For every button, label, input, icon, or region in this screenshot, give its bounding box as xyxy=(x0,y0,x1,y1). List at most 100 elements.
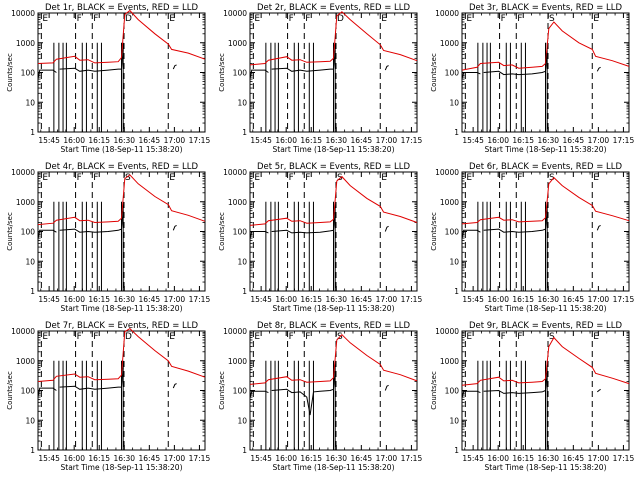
x-tick-label: 16:00 xyxy=(487,454,509,463)
y-tick-label: 10 xyxy=(449,416,459,425)
x-axis-label: Start Time (18-Sep-11 15:38:20) xyxy=(273,145,395,154)
x-tick-label: 16:00 xyxy=(63,454,85,463)
y-tick-label: 1 xyxy=(454,287,459,296)
x-tick-label: 17:00 xyxy=(376,454,398,463)
lld-series-line xyxy=(37,9,206,64)
x-tick-label: 16:30 xyxy=(537,295,559,304)
y-tick-label: 100 xyxy=(233,387,248,396)
x-tick-label: 17:15 xyxy=(189,454,211,463)
x-tick-label: 16:45 xyxy=(351,454,373,463)
y-tick-label: 100 xyxy=(445,69,460,78)
lld-series-line xyxy=(37,327,206,382)
y-tick-label: 10 xyxy=(449,257,459,266)
detector-panel-8: Det 8r, BLACK = Events, RED = LLD 1 10 100 1… xyxy=(218,321,422,472)
x-tick-label: 16:45 xyxy=(139,295,161,304)
y-tick-label: 100 xyxy=(21,228,36,237)
marker-label: F xyxy=(289,332,294,342)
x-tick-label: 16:15 xyxy=(512,295,534,304)
x-tick-label: 16:15 xyxy=(88,454,110,463)
x-axis-label: Start Time (18-Sep-11 15:38:20) xyxy=(485,304,607,313)
marker-label: F xyxy=(517,332,522,342)
y-tick-label: 1000 xyxy=(228,198,247,207)
y-tick-label: 1000 xyxy=(16,357,35,366)
y-tick-label: 10000 xyxy=(11,327,35,336)
marker-label: F xyxy=(289,14,294,24)
y-tick-label: 10000 xyxy=(435,327,459,336)
x-tick-label: 16:30 xyxy=(113,136,135,145)
events-series-line xyxy=(596,388,601,393)
events-series-line xyxy=(271,371,336,416)
lld-series-line xyxy=(461,176,630,225)
x-tick-label: 15:45 xyxy=(250,136,272,145)
x-tick-label: 15:45 xyxy=(462,295,484,304)
events-series-line xyxy=(37,387,57,398)
x-tick-label: 17:00 xyxy=(376,295,398,304)
marker-label: F xyxy=(305,14,310,24)
y-tick-label: 1000 xyxy=(16,198,35,207)
x-tick-label: 16:15 xyxy=(512,136,534,145)
y-tick-label: 1000 xyxy=(440,357,459,366)
events-series-line xyxy=(483,53,548,76)
x-tick-label: 16:00 xyxy=(275,295,297,304)
marker-label: D xyxy=(125,332,132,342)
marker-label: E xyxy=(593,173,599,183)
x-tick-label: 16:30 xyxy=(537,454,559,463)
x-tick-label: 16:45 xyxy=(139,454,161,463)
events-series-line xyxy=(271,50,336,72)
y-axis-label: Counts/sec xyxy=(430,371,438,410)
x-tick-label: 17:00 xyxy=(588,454,610,463)
y-tick-label: 10 xyxy=(25,257,35,266)
events-series-line xyxy=(59,210,124,233)
x-axis-label: Start Time (18-Sep-11 15:38:20) xyxy=(273,463,395,472)
y-tick-label: 10000 xyxy=(435,9,459,18)
x-tick-label: 16:15 xyxy=(88,136,110,145)
marker-label: F xyxy=(93,14,98,24)
detector-panel-1: Det 1r, BLACK = Events, RED = LLD 1 10 100 1… xyxy=(6,3,210,154)
x-tick-label: 16:15 xyxy=(300,136,322,145)
marker-label: E xyxy=(254,332,260,342)
x-tick-label: 15:45 xyxy=(38,295,60,304)
events-series-line xyxy=(461,72,481,80)
y-tick-label: 10000 xyxy=(11,168,35,177)
x-tick-label: 15:45 xyxy=(38,136,60,145)
events-series-line xyxy=(596,224,601,231)
marker-label: F xyxy=(289,173,294,183)
x-tick-label: 16:30 xyxy=(325,454,347,463)
x-tick-label: 16:00 xyxy=(63,136,85,145)
x-tick-label: 17:15 xyxy=(189,136,211,145)
events-series-line xyxy=(461,229,481,240)
y-tick-label: 10 xyxy=(237,98,247,107)
x-tick-label: 17:15 xyxy=(613,454,635,463)
marker-label: S xyxy=(549,332,555,342)
y-tick-label: 10 xyxy=(237,257,247,266)
y-tick-label: 1 xyxy=(242,446,247,455)
y-tick-label: 100 xyxy=(233,228,248,237)
y-axis-label: Counts/sec xyxy=(218,53,226,92)
x-axis-label: Start Time (18-Sep-11 15:38:20) xyxy=(273,304,395,313)
marker-label: F xyxy=(305,332,310,342)
y-tick-label: 1000 xyxy=(440,39,459,48)
marker-label: E xyxy=(254,14,260,24)
x-axis-label: Start Time (18-Sep-11 15:38:20) xyxy=(61,304,183,313)
marker-label: E xyxy=(381,14,387,24)
marker-label: F xyxy=(77,14,82,24)
marker-label: E xyxy=(169,332,175,342)
marker-label: F xyxy=(517,14,522,24)
events-series-line xyxy=(172,383,177,389)
x-axis-label: Start Time (18-Sep-11 15:38:20) xyxy=(61,463,183,472)
x-tick-label: 16:30 xyxy=(113,295,135,304)
y-tick-label: 10000 xyxy=(223,9,247,18)
events-series-line xyxy=(249,69,269,80)
events-series-line xyxy=(37,229,57,240)
detector-panel-5: Det 5r, BLACK = Events, RED = LLD 1 10 100 1… xyxy=(218,162,422,313)
events-series-line xyxy=(37,69,57,80)
x-tick-label: 16:00 xyxy=(275,136,297,145)
x-tick-label: 17:00 xyxy=(588,136,610,145)
x-tick-label: 17:00 xyxy=(164,136,186,145)
marker-label: E xyxy=(381,332,387,342)
x-tick-label: 16:45 xyxy=(139,136,161,145)
x-tick-label: 16:45 xyxy=(563,295,585,304)
y-tick-label: 10000 xyxy=(223,327,247,336)
y-tick-label: 100 xyxy=(21,69,36,78)
x-tick-label: 16:30 xyxy=(113,454,135,463)
